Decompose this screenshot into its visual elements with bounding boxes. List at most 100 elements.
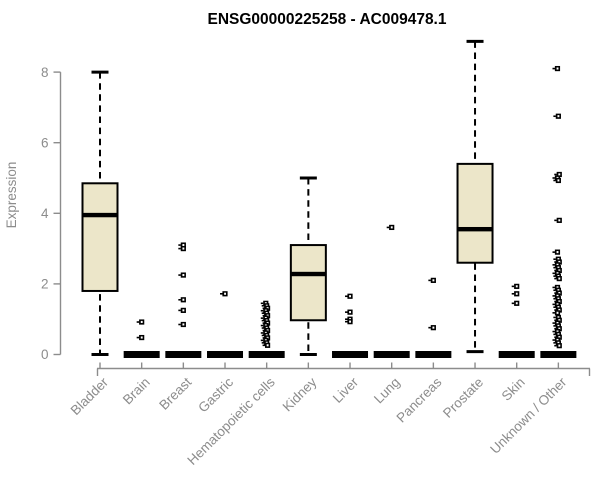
outlier-dot xyxy=(553,256,561,262)
dot-hole xyxy=(558,327,561,330)
median-line xyxy=(82,212,118,218)
outlier-dot xyxy=(553,287,561,293)
outlier-dot xyxy=(553,177,561,184)
outlier-dot xyxy=(554,259,562,265)
outlier-dot xyxy=(554,298,562,305)
y-tick-label: 8 xyxy=(41,65,49,80)
outlier-dot xyxy=(552,337,561,343)
x-tick-label: Kidney xyxy=(280,374,320,414)
box-hematopoietic-cells xyxy=(248,300,285,358)
collapsed-box xyxy=(540,351,577,358)
dot-hole xyxy=(266,344,269,347)
y-tick-label: 0 xyxy=(41,347,49,362)
box-liver xyxy=(332,293,369,358)
dot-hole xyxy=(556,67,559,70)
y-tick-label: 6 xyxy=(41,135,49,150)
outlier-dot xyxy=(552,310,561,316)
collapsed-box xyxy=(415,351,452,358)
dot-hole xyxy=(558,291,561,295)
dot-hole xyxy=(557,258,560,261)
dot-hole xyxy=(515,285,518,288)
outlier-dot xyxy=(554,171,562,178)
dot-hole xyxy=(558,308,561,312)
box-kidney xyxy=(289,176,327,356)
outlier-dot xyxy=(552,320,561,326)
dot-hole xyxy=(556,263,559,266)
outlier-dot xyxy=(552,249,561,255)
collapsed-box xyxy=(165,351,202,358)
dot-hole xyxy=(557,306,560,309)
dot-hole xyxy=(182,243,185,247)
outlier-dot xyxy=(554,317,562,323)
box-pancreas xyxy=(415,277,452,358)
outlier-dot xyxy=(553,314,561,321)
outlier-dot xyxy=(554,307,562,313)
dot-hole xyxy=(140,320,143,324)
x-tick-label: Breast xyxy=(156,374,194,412)
dot-hole xyxy=(432,279,435,282)
outlier-dot xyxy=(178,246,186,252)
dot-hole xyxy=(558,173,561,176)
x-tick-label: Pancreas xyxy=(394,374,445,425)
dot-hole xyxy=(140,336,143,339)
median-line xyxy=(290,271,326,277)
dot-hole xyxy=(515,302,518,305)
x-tick-label: Liver xyxy=(330,374,362,406)
outlier-dot xyxy=(552,301,561,307)
outlier-dot xyxy=(554,267,562,274)
outlier-dot xyxy=(553,113,561,119)
y-tick-label: 4 xyxy=(41,206,49,221)
outlier-dot xyxy=(554,217,562,223)
collapsed-box xyxy=(123,351,160,358)
outlier-dot xyxy=(136,334,145,341)
dot-hole xyxy=(556,286,559,289)
dot-hole xyxy=(182,273,185,277)
x-tick-label: Bladder xyxy=(68,374,112,418)
y-tick-label: 2 xyxy=(41,277,49,292)
outlier-dot xyxy=(554,290,562,296)
dot-hole xyxy=(556,321,559,325)
outlier-dot xyxy=(428,277,436,283)
box-skin xyxy=(498,283,535,358)
outlier-dot xyxy=(511,291,520,297)
collapsed-box xyxy=(498,351,535,358)
outlier-dot xyxy=(136,319,145,325)
dot-hole xyxy=(558,219,561,222)
dot-hole xyxy=(558,260,561,264)
dot-hole xyxy=(557,115,560,118)
dot-hole xyxy=(558,344,561,347)
outlier-dot xyxy=(554,326,562,332)
collapsed-box xyxy=(207,351,244,358)
outlier-dot xyxy=(552,65,561,72)
dot-hole xyxy=(556,303,559,306)
outlier-dot xyxy=(428,325,436,331)
outlier-dot xyxy=(552,262,561,268)
plot-content: 0 2 4 6 8 Bladder Brain Breast GastricHematopoie… xyxy=(41,39,591,468)
box-rect xyxy=(81,182,119,292)
outlier-dot xyxy=(554,343,562,349)
dot-hole xyxy=(556,294,559,297)
dot-hole xyxy=(558,269,561,272)
x-tick-label: Unknown / Other xyxy=(487,374,570,457)
dot-hole xyxy=(557,289,560,292)
outlier-dot xyxy=(511,300,520,306)
collapsed-box xyxy=(248,351,285,358)
dot-hole xyxy=(432,326,435,329)
outlier-dot xyxy=(553,340,561,346)
box-lung xyxy=(373,224,410,358)
outlier-dot xyxy=(345,309,353,315)
dot-hole xyxy=(556,272,559,275)
outlier-dot xyxy=(553,331,561,337)
box-brain xyxy=(123,319,160,358)
outlier-dot xyxy=(554,334,562,340)
outlier-dot xyxy=(554,276,562,282)
dot-hole xyxy=(557,179,560,182)
dot-hole xyxy=(349,311,352,314)
y-axis: 0 2 4 6 8 xyxy=(41,65,62,362)
dot-hole xyxy=(556,251,559,254)
box-breast xyxy=(165,242,202,358)
dot-hole xyxy=(515,292,518,295)
box-prostate xyxy=(456,39,494,354)
